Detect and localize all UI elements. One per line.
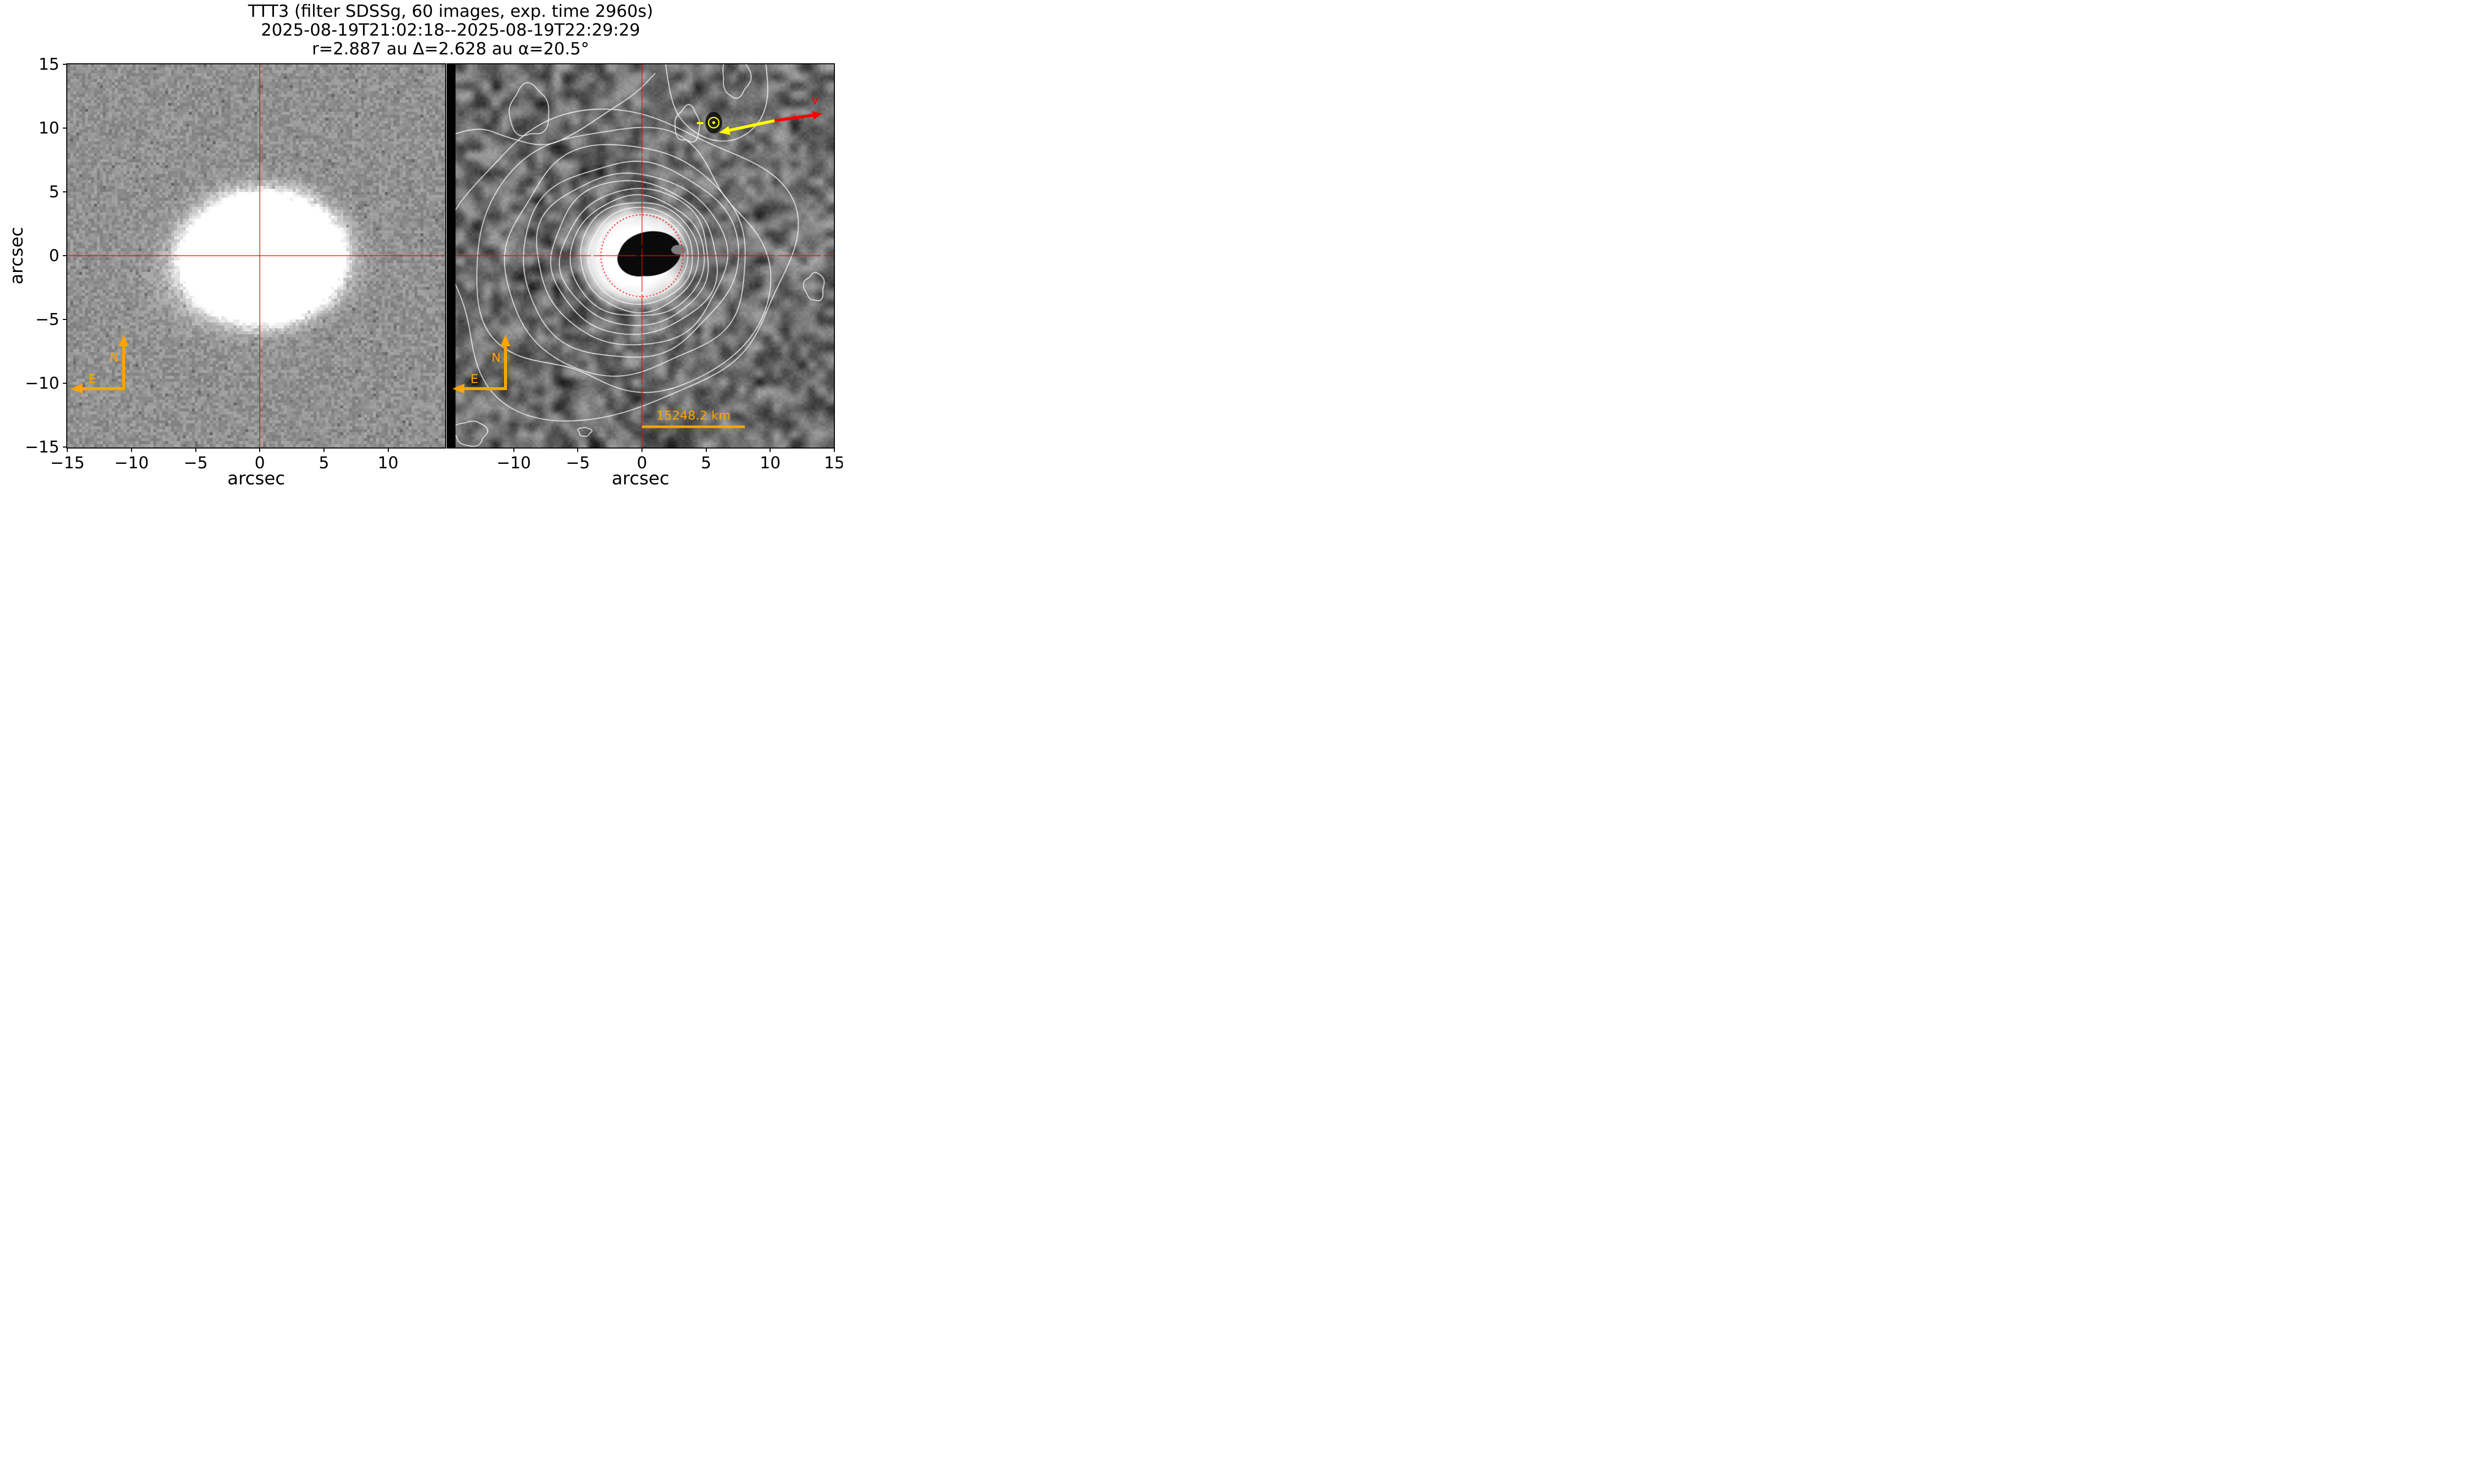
right-x-axis-label: arcsec <box>611 468 670 489</box>
left-panel: N E <box>67 64 445 448</box>
x-tick-label: −5 <box>566 453 590 472</box>
x-tick-mark <box>705 448 707 452</box>
x-tick-label: 15 <box>824 453 843 472</box>
compass-north-label: N <box>109 350 119 365</box>
x-tick-mark <box>259 448 261 452</box>
x-tick-mark <box>577 448 579 452</box>
y-tick-label: −10 <box>25 373 59 393</box>
y-tick-mark <box>63 127 67 129</box>
figure-title: TTT3 (filter SDSSg, 60 images, exp. time… <box>67 2 834 58</box>
title-line-3: r=2.887 au Δ=2.628 au α=20.5° <box>312 39 590 59</box>
x-tick-label: −10 <box>114 453 149 472</box>
x-tick-mark <box>195 448 196 452</box>
velocity-arrow-icon <box>774 111 823 122</box>
compass-east-label: E <box>470 371 478 386</box>
left-panel-image <box>67 64 445 448</box>
left-panel-overlay <box>71 335 129 394</box>
figure: TTT3 (filter SDSSg, 60 images, exp. time… <box>0 0 843 495</box>
y-tick-label: 0 <box>49 246 59 265</box>
x-tick-mark <box>770 448 771 452</box>
x-tick-label: 10 <box>377 453 399 472</box>
y-tick-mark <box>63 255 67 256</box>
x-tick-mark <box>641 448 642 452</box>
y-tick-label: 5 <box>49 181 59 201</box>
x-tick-mark <box>67 448 68 452</box>
sun-symbol-icon <box>708 117 720 129</box>
x-tick-mark <box>513 448 514 452</box>
y-tick-label: 15 <box>39 54 59 74</box>
compass-north-arrowhead-icon <box>501 335 510 346</box>
y-tick-mark <box>63 319 67 320</box>
x-tick-mark <box>323 448 324 452</box>
y-tick-mark <box>63 191 67 192</box>
x-tick-mark <box>387 448 389 452</box>
right-panel: v N E 15248.2 km <box>448 64 834 448</box>
x-tick-label: 0 <box>254 453 265 472</box>
x-tick-label: 10 <box>760 453 781 472</box>
compass-north-label: N <box>491 350 501 365</box>
compass-north-arrowhead-icon <box>119 335 129 346</box>
compass-icon <box>71 335 129 394</box>
antisolar-arrow-icon <box>697 119 775 135</box>
title-line-1: TTT3 (filter SDSSg, 60 images, exp. time… <box>248 1 653 21</box>
y-tick-mark <box>63 63 67 65</box>
y-tick-label: −5 <box>35 310 59 329</box>
x-tick-label: 5 <box>701 453 712 472</box>
x-tick-label: −10 <box>496 453 531 472</box>
x-tick-label: −5 <box>183 453 208 472</box>
right-panel-image <box>448 64 834 448</box>
scale-bar-label: 15248.2 km <box>656 408 731 423</box>
compass-east-arrowhead-icon <box>71 384 83 394</box>
compass-east-label: E <box>89 371 96 386</box>
y-tick-mark <box>63 383 67 384</box>
x-tick-label: 0 <box>637 453 647 472</box>
left-x-axis-label: arcsec <box>227 468 285 489</box>
right-panel-overlay <box>453 111 823 428</box>
title-line-2: 2025-08-19T21:02:18--2025-08-19T22:29:29 <box>261 20 641 40</box>
compass-east-arrowhead-icon <box>453 384 464 394</box>
y-tick-label: −15 <box>25 437 59 457</box>
y-tick-mark <box>63 447 67 448</box>
x-tick-mark <box>131 448 132 452</box>
x-tick-label: 5 <box>319 453 329 472</box>
x-tick-mark <box>833 448 835 452</box>
velocity-label: v <box>811 93 819 107</box>
y-tick-label: 10 <box>39 118 59 137</box>
x-tick-label: −15 <box>50 453 85 472</box>
compass-icon <box>453 335 510 394</box>
